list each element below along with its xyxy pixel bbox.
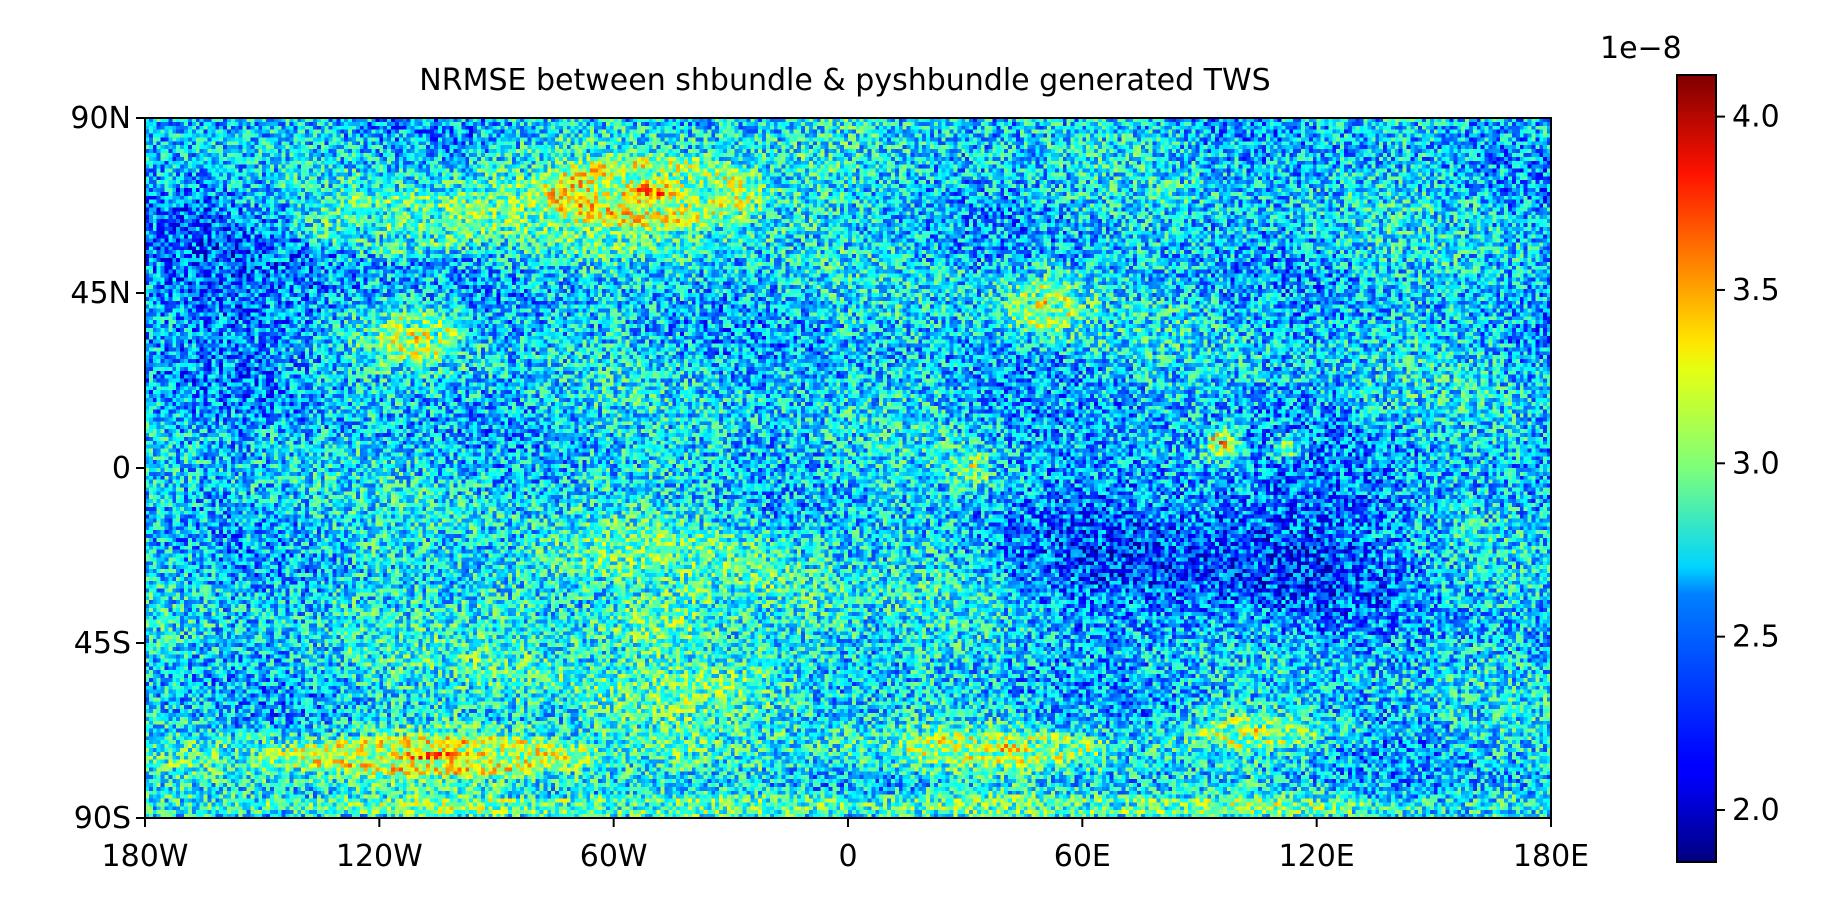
x-tick-label: 120E xyxy=(1279,839,1355,874)
x-tick-label: 120W xyxy=(336,839,423,874)
x-tick-label: 0 xyxy=(838,839,857,874)
colorbar-tick-label: 3.0 xyxy=(1732,446,1780,481)
y-axis: 90N 45N 0 45S 90S xyxy=(70,101,145,836)
colorbar-tick-label: 2.0 xyxy=(1732,793,1780,828)
colorbar-ticks: 2.0 2.5 3.0 3.5 4.0 xyxy=(1716,100,1780,828)
x-tick-label: 180W xyxy=(102,839,189,874)
colorbar-tick-label: 4.0 xyxy=(1732,100,1780,135)
y-tick-label: 0 xyxy=(112,451,131,486)
colorbar-gradient xyxy=(1676,74,1717,863)
y-tick-label: 45N xyxy=(70,276,131,311)
y-tick-label: 90S xyxy=(74,801,131,836)
colorbar: 1e−8 2.0 2.5 3.0 3.5 4.0 xyxy=(1600,31,1780,863)
y-tick-label: 45S xyxy=(74,626,131,661)
colorbar-tick-label: 3.5 xyxy=(1732,273,1780,308)
x-tick-label: 60E xyxy=(1054,839,1111,874)
x-tick-label: 180E xyxy=(1513,839,1589,874)
x-axis: 180W 120W 60W 0 60E 120E 180E xyxy=(102,818,1589,874)
chart-title: NRMSE between shbundle & pyshbundle gene… xyxy=(419,63,1270,98)
x-tick-label: 60W xyxy=(580,839,648,874)
heatmap-plot-area xyxy=(145,118,1551,818)
colorbar-exponent-label: 1e−8 xyxy=(1600,31,1682,66)
colorbar-tick-label: 2.5 xyxy=(1732,620,1780,655)
y-tick-label: 90N xyxy=(70,101,131,136)
heatmap-image xyxy=(145,118,1551,818)
